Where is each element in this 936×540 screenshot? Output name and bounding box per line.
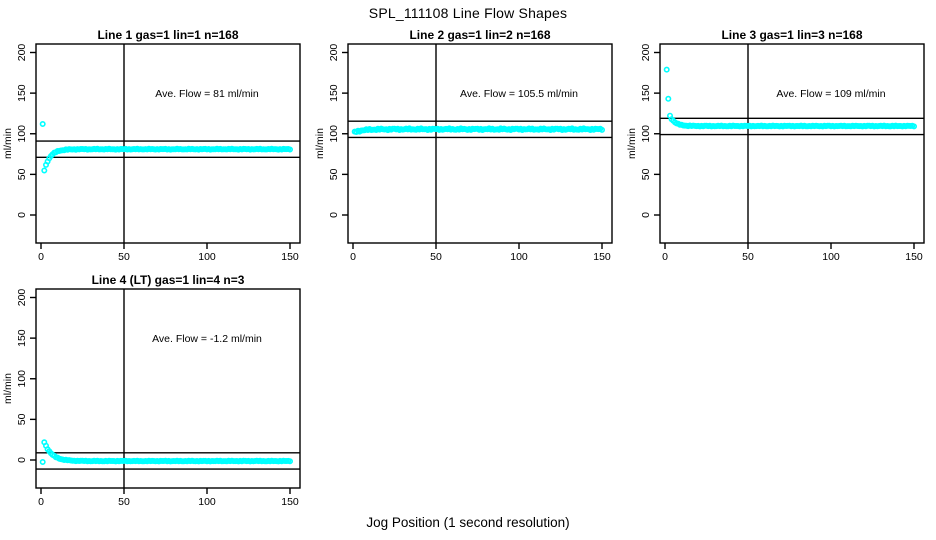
data-point xyxy=(286,146,293,153)
panel-line-4: Line 4 (LT) gas=1 lin=4 n=3 0 50 100 150 0 50 1… xyxy=(0,270,312,515)
x-tick-label: 0 xyxy=(38,251,44,263)
x-tick-label: 100 xyxy=(822,251,840,263)
x-tick-label: 50 xyxy=(118,496,130,508)
panel-line-1: Line 1 gas=1 lin=1 n=168 0 50 100 150 0 50 100 1… xyxy=(0,25,312,270)
data-point xyxy=(598,126,605,133)
y-tick-label: 50 xyxy=(16,168,28,180)
y-tick-label: 150 xyxy=(16,84,28,102)
panel-title: Line 2 gas=1 lin=2 n=168 xyxy=(409,28,550,42)
data-point xyxy=(286,458,293,465)
y-tick-label: 200 xyxy=(328,44,340,62)
y-tick-label: 0 xyxy=(640,212,652,218)
y-tick-label: 100 xyxy=(16,125,28,143)
plot-box xyxy=(35,43,301,244)
data-points xyxy=(351,125,605,136)
x-tick-label: 50 xyxy=(430,251,442,263)
panel-plot-svg: Line 4 (LT) gas=1 lin=4 n=3 0 50 100 150 0 50 1… xyxy=(2,273,301,508)
y-axis-label: ml/min xyxy=(2,128,14,159)
ave-flow-annotation: Ave. Flow = 81 ml/min xyxy=(155,88,259,100)
y-tick-label: 100 xyxy=(328,125,340,143)
x-tick-label: 150 xyxy=(905,251,923,263)
y-tick-label: 50 xyxy=(640,168,652,180)
x-tick-label: 150 xyxy=(281,251,299,263)
x-tick-label: 0 xyxy=(38,496,44,508)
data-point xyxy=(663,66,670,73)
x-tick-label: 100 xyxy=(198,251,216,263)
data-point xyxy=(665,95,672,102)
panel-title: Line 4 (LT) gas=1 lin=4 n=3 xyxy=(92,273,245,287)
panel-plot-svg: Line 2 gas=1 lin=2 n=168 0 50 100 150 0 50 100 1… xyxy=(314,28,613,263)
y-tick-label: 50 xyxy=(16,413,28,425)
y-tick-label: 200 xyxy=(640,44,652,62)
y-tick-label: 0 xyxy=(16,212,28,218)
y-tick-label: 0 xyxy=(328,212,340,218)
y-tick-label: 200 xyxy=(16,44,28,62)
x-tick-label: 50 xyxy=(742,251,754,263)
y-axis-label: ml/min xyxy=(2,373,14,404)
y-tick-label: 150 xyxy=(328,84,340,102)
panel-plot-svg: Line 3 gas=1 lin=3 n=168 0 50 100 150 0 50 100 1… xyxy=(626,28,925,263)
data-point xyxy=(39,121,46,128)
plot-box xyxy=(659,43,925,244)
y-tick-label: 50 xyxy=(328,168,340,180)
ave-flow-annotation: Ave. Flow = 109 ml/min xyxy=(776,88,885,100)
y-tick-label: 150 xyxy=(640,84,652,102)
x-tick-label: 150 xyxy=(281,496,299,508)
y-axis-label: ml/min xyxy=(314,128,326,159)
panel-title: Line 3 gas=1 lin=3 n=168 xyxy=(721,28,862,42)
y-tick-label: 200 xyxy=(16,289,28,307)
y-tick-label: 0 xyxy=(16,457,28,463)
plot-box xyxy=(347,43,613,244)
x-tick-label: 100 xyxy=(510,251,528,263)
panel-title: Line 1 gas=1 lin=1 n=168 xyxy=(97,28,238,42)
figure-title: SPL_111108 Line Flow Shapes xyxy=(368,5,568,21)
plot-box xyxy=(35,288,301,489)
x-tick-label: 0 xyxy=(662,251,668,263)
x-tick-label: 150 xyxy=(593,251,611,263)
ave-flow-annotation: Ave. Flow = 105.5 ml/min xyxy=(460,88,578,100)
data-points xyxy=(39,439,293,466)
x-tick-label: 0 xyxy=(350,251,356,263)
panel-plot-svg: Line 1 gas=1 lin=1 n=168 0 50 100 150 0 50 100 1… xyxy=(2,28,301,263)
panel-line-2: Line 2 gas=1 lin=2 n=168 0 50 100 150 0 50 100 1… xyxy=(312,25,624,270)
data-point xyxy=(41,167,48,174)
x-tick-label: 50 xyxy=(118,251,130,263)
y-axis-label: ml/min xyxy=(626,128,638,159)
x-tick-label: 100 xyxy=(198,496,216,508)
figure-xlabel: Jog Position (1 second resolution) xyxy=(366,515,570,530)
data-points xyxy=(663,66,917,130)
y-tick-label: 100 xyxy=(16,370,28,388)
y-tick-label: 150 xyxy=(16,329,28,347)
ave-flow-annotation: Ave. Flow = -1.2 ml/min xyxy=(152,333,262,345)
data-point xyxy=(910,123,917,130)
data-point xyxy=(39,459,46,466)
y-tick-label: 100 xyxy=(640,125,652,143)
panel-line-3: Line 3 gas=1 lin=3 n=168 0 50 100 150 0 50 100 1… xyxy=(624,25,936,270)
data-points xyxy=(39,121,293,174)
